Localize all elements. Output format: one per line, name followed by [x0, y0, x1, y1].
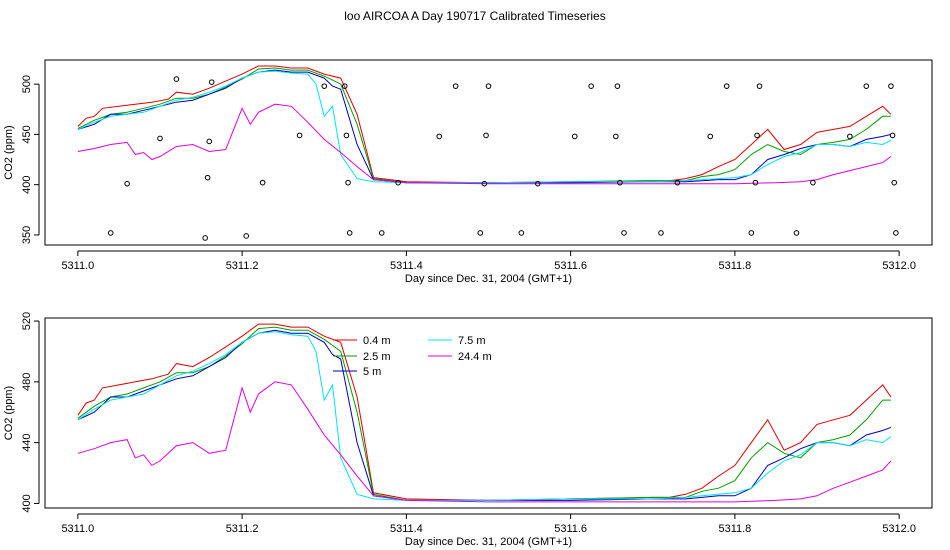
y-tick-label: 480 — [21, 373, 33, 391]
x-tick-label: 5311.4 — [390, 260, 423, 272]
outlier-point — [613, 133, 619, 140]
outlier-point — [793, 230, 800, 236]
outlier-point — [206, 138, 213, 145]
outlier-point — [888, 83, 894, 89]
series-line-5-m — [77, 69, 892, 184]
outlier-point — [889, 132, 896, 139]
y-tick-label: 440 — [21, 433, 33, 451]
outlier-point — [481, 180, 488, 187]
x-tick-label: 5312.0 — [882, 523, 916, 535]
outlier-point — [621, 230, 627, 236]
outlier-point — [674, 179, 681, 186]
x-tick-label: 5312.0 — [882, 260, 916, 272]
series-line-5-m — [77, 329, 892, 501]
outlier-point — [157, 135, 163, 142]
legend-label: 0.4 m — [363, 335, 391, 347]
series-line-2-5-m — [77, 67, 891, 184]
outlier-point — [658, 230, 664, 236]
outlier-point — [707, 133, 714, 140]
outlier-point — [534, 180, 541, 187]
outlier-point — [748, 230, 755, 236]
outlier-point — [343, 132, 350, 139]
outlier-point — [259, 179, 266, 186]
outlier-point — [208, 79, 215, 85]
outlier-point — [571, 133, 578, 140]
outlier-point — [863, 83, 870, 89]
outlier-point — [617, 179, 623, 186]
outlier-point — [345, 179, 351, 186]
y-axis-label: CO2 (ppm) — [3, 386, 15, 440]
legend-label: 5 m — [363, 366, 381, 378]
series-line-7-5-m — [77, 70, 892, 184]
y-tick-label: 500 — [21, 75, 33, 93]
legend-label: 24.4 m — [458, 351, 492, 363]
series-line-24-4-m — [77, 381, 892, 503]
series-line-24-4-m — [77, 103, 892, 185]
x-tick-label: 5311.2 — [226, 523, 259, 535]
outlier-point — [452, 83, 459, 89]
outlier-point — [124, 180, 130, 187]
outlier-point — [485, 83, 492, 89]
outlier-point — [204, 174, 211, 181]
outlier-point — [243, 233, 250, 239]
series-line-0-4-m — [77, 323, 892, 501]
y-tick-label: 450 — [21, 125, 33, 143]
outlier-point — [756, 83, 763, 89]
outlier-point — [752, 179, 759, 186]
x-tick-label: 5311.6 — [554, 260, 587, 272]
legend-label: 2.5 m — [363, 351, 391, 363]
outlier-point — [614, 83, 621, 89]
legend-label: 7.5 m — [458, 335, 486, 347]
y-axis-label: CO2 (ppm) — [3, 125, 15, 179]
outlier-point — [321, 83, 328, 89]
outlier-point — [518, 230, 525, 236]
outlier-point — [173, 76, 180, 82]
outlier-point — [341, 83, 348, 89]
x-tick-label: 5311.8 — [718, 523, 751, 535]
x-tick-label: 5311.0 — [61, 523, 94, 535]
outlier-point — [436, 133, 443, 140]
outlier-point — [296, 132, 303, 139]
outlier-point — [588, 83, 594, 89]
x-axis-label: Day since Dec. 31, 2004 (GMT+1) — [405, 536, 572, 548]
outlier-point — [723, 83, 730, 89]
x-tick-label: 5311.8 — [718, 260, 751, 272]
series-line-0-4-m — [77, 65, 892, 184]
y-tick-label: 520 — [21, 312, 33, 330]
outlier-point — [107, 230, 114, 236]
outlier-point — [810, 179, 816, 186]
plot-frame-1 — [44, 59, 933, 246]
series-line-7-5-m — [77, 331, 892, 501]
outlier-point — [477, 230, 484, 236]
x-axis-label: Day since Dec. 31, 2004 (GMT+1) — [405, 273, 572, 285]
outlier-point — [847, 133, 853, 140]
x-tick-label: 5311.2 — [226, 260, 259, 272]
y-tick-label: 400 — [21, 175, 33, 193]
outlier-point — [483, 132, 489, 139]
outlier-point — [346, 230, 353, 236]
outlier-point — [378, 230, 385, 236]
outlier-point — [202, 235, 208, 241]
outlier-point — [891, 179, 898, 186]
y-tick-label: 400 — [21, 494, 33, 512]
x-tick-label: 5311.0 — [61, 260, 94, 272]
outlier-point — [395, 179, 401, 186]
x-tick-label: 5311.6 — [554, 523, 587, 535]
y-tick-label: 350 — [21, 226, 33, 244]
outlier-point — [754, 132, 760, 139]
plot-frame-2 — [44, 317, 933, 509]
x-tick-label: 5311.4 — [390, 523, 423, 535]
chart-title: loo AIRCOA A Day 190717 Calibrated Times… — [344, 9, 606, 23]
outlier-point — [893, 230, 899, 236]
